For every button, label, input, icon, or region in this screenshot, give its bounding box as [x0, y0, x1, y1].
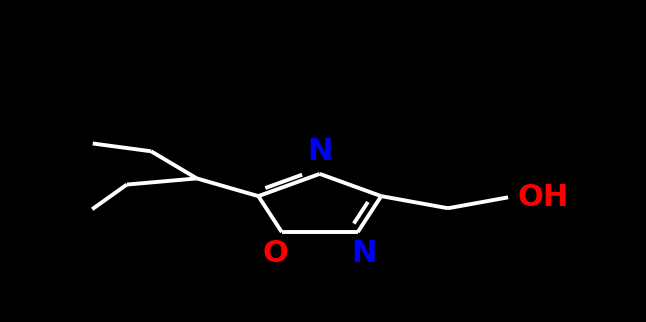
Text: O: O	[262, 239, 288, 268]
Text: N: N	[351, 239, 377, 268]
Text: N: N	[307, 137, 333, 166]
Text: OH: OH	[518, 183, 569, 212]
